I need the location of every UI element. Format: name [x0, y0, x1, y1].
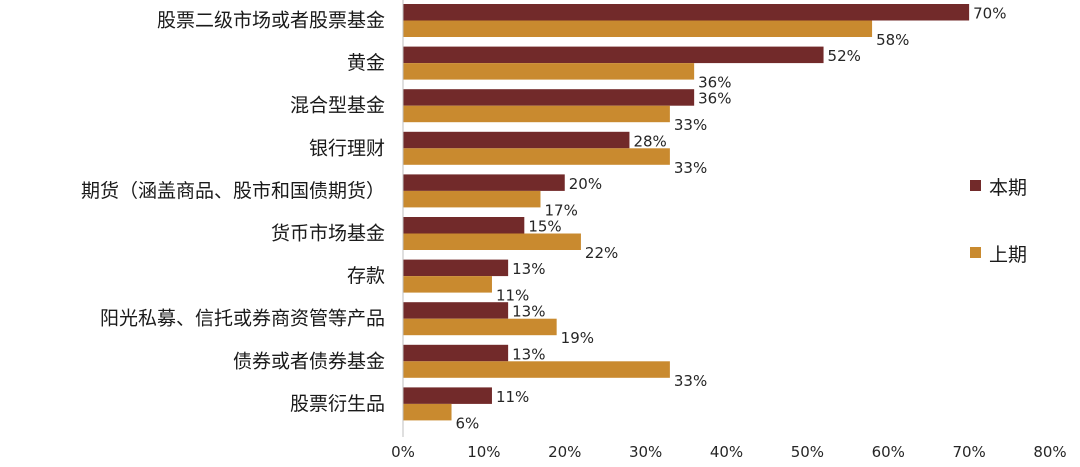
category-label: 存款: [347, 265, 385, 287]
category-label: 股票衍生品: [290, 393, 385, 415]
x-tick-label: 60%: [872, 443, 905, 461]
x-tick-label: 40%: [710, 443, 743, 461]
data-label: 19%: [561, 329, 594, 347]
category-label: 阳光私募、信托或券商资管等产品: [100, 308, 385, 330]
bar-previous: [403, 233, 581, 250]
bar-current: [403, 302, 509, 319]
category-label: 期货（涵盖商品、股市和国债期货）: [81, 180, 385, 202]
data-label: 11%: [496, 287, 529, 305]
legend-swatch: [970, 247, 981, 258]
data-label: 13%: [512, 345, 545, 363]
bar-previous: [403, 63, 695, 80]
category-label: 货币市场基金: [271, 223, 385, 245]
data-label: 36%: [698, 74, 731, 92]
data-label: 13%: [512, 303, 545, 321]
x-tick-label: 80%: [1033, 443, 1066, 461]
data-label: 15%: [528, 218, 561, 236]
category-label: 银行理财: [309, 137, 385, 159]
bar-current: [403, 174, 565, 191]
legend-label: 上期: [989, 244, 1027, 266]
bar-current: [403, 387, 492, 404]
bar-previous: [403, 20, 873, 37]
x-tick-label: 70%: [952, 443, 985, 461]
x-tick-label: 30%: [629, 443, 662, 461]
data-label: 28%: [633, 132, 666, 150]
legend-label: 本期: [989, 177, 1027, 199]
data-label: 33%: [674, 372, 707, 390]
legend-swatch: [970, 180, 981, 191]
bar-current: [403, 131, 630, 149]
bar-previous: [403, 361, 670, 378]
category-label: 混合型基金: [290, 95, 385, 117]
category-label: 黄金: [347, 52, 385, 74]
data-label: 11%: [496, 388, 529, 406]
bar-previous: [403, 105, 670, 123]
data-label: 22%: [585, 244, 618, 262]
bar-current: [403, 46, 824, 64]
data-label: 33%: [674, 159, 707, 177]
bar-current: [403, 89, 695, 106]
category-label: 债券或者债券基金: [233, 350, 385, 372]
bar-current: [403, 344, 509, 362]
data-label: 6%: [456, 414, 480, 432]
bar-previous: [403, 190, 541, 208]
x-tick-label: 20%: [548, 443, 581, 461]
bar-previous: [403, 276, 492, 293]
data-label: 52%: [828, 47, 861, 65]
x-tick-label: 10%: [467, 443, 500, 461]
data-label: 70%: [973, 5, 1006, 23]
data-label: 36%: [698, 90, 731, 108]
x-tick-label: 0%: [391, 443, 415, 461]
bar-current: [403, 259, 509, 277]
data-label: 13%: [512, 260, 545, 278]
bar-current: [403, 4, 970, 21]
x-tick-label: 50%: [791, 443, 824, 461]
data-label: 20%: [569, 175, 602, 193]
data-label: 58%: [876, 31, 909, 49]
data-label: 33%: [674, 116, 707, 134]
bar-previous: [403, 403, 452, 421]
bar-previous: [403, 148, 670, 165]
data-label: 17%: [544, 201, 577, 219]
bar-current: [403, 217, 525, 234]
bar-previous: [403, 318, 557, 336]
category-label: 股票二级市场或者股票基金: [157, 10, 385, 32]
